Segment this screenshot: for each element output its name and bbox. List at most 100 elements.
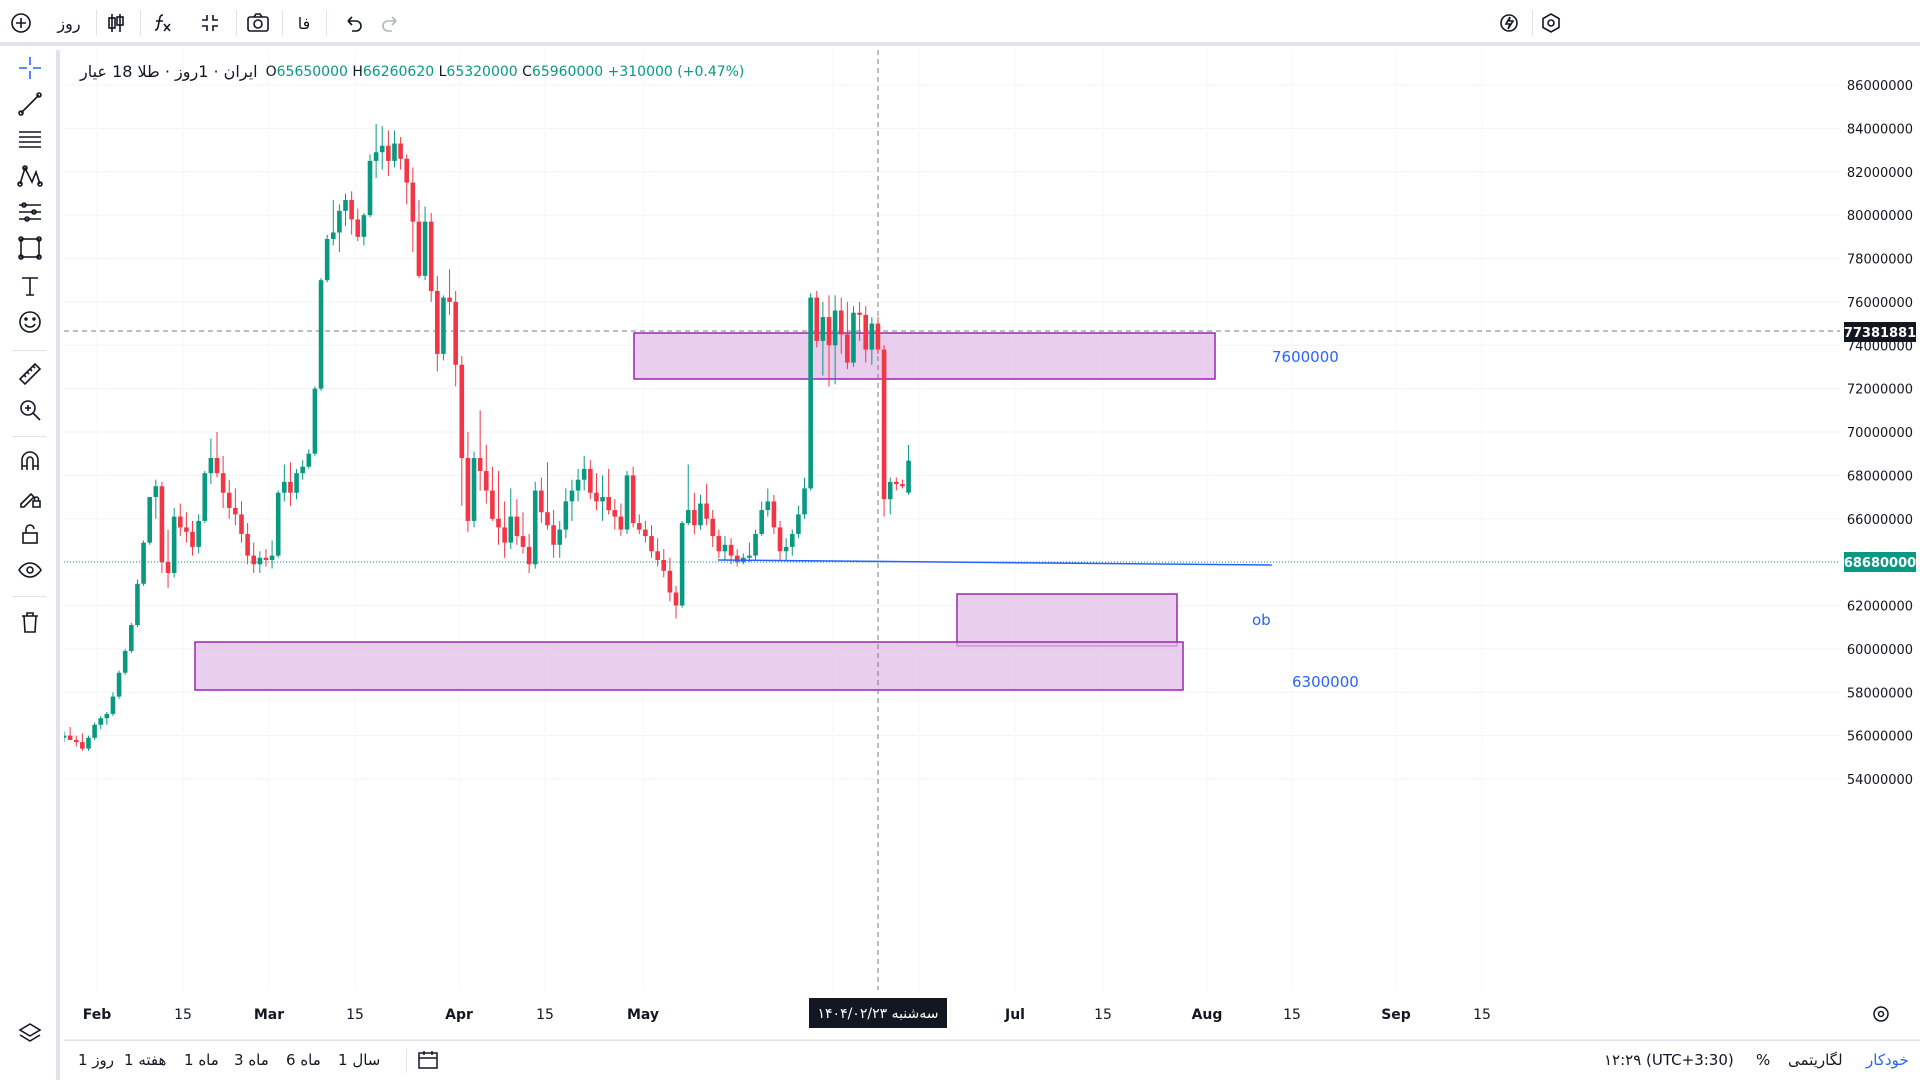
eye-icon[interactable] bbox=[14, 554, 46, 586]
range-1w[interactable]: 1 هفته bbox=[124, 1051, 167, 1069]
upper-supply-zone[interactable] bbox=[633, 332, 1216, 380]
price-tick-label: 56000000 bbox=[1847, 730, 1913, 745]
time-tick-label: Sep bbox=[1381, 1007, 1411, 1023]
range-1m[interactable]: 1 ماه bbox=[184, 1051, 219, 1069]
unlock-icon[interactable] bbox=[14, 518, 46, 550]
divider bbox=[282, 10, 283, 36]
auto-toggle[interactable]: خودکار bbox=[1866, 1051, 1909, 1069]
rectangle-icon[interactable] bbox=[14, 232, 46, 264]
percent-toggle[interactable]: % bbox=[1756, 1051, 1771, 1069]
interval-button[interactable]: روز bbox=[57, 13, 81, 33]
ob-label[interactable]: ob bbox=[1252, 611, 1271, 629]
candle-body bbox=[655, 551, 660, 560]
price-tick-label: 76000000 bbox=[1847, 296, 1913, 311]
candle bbox=[789, 529, 795, 556]
time-tick-label: May bbox=[627, 1007, 659, 1023]
fib-icon[interactable] bbox=[14, 124, 46, 156]
candle bbox=[502, 501, 507, 558]
trash-icon[interactable] bbox=[14, 606, 46, 638]
forecast-icon[interactable] bbox=[14, 196, 46, 228]
upper-zone-label[interactable]: 7600000 bbox=[1272, 348, 1339, 366]
trendline-icon[interactable] bbox=[14, 88, 46, 120]
zoom-icon[interactable] bbox=[14, 394, 46, 426]
indicator-label[interactable]: فا bbox=[297, 13, 311, 33]
crosshair-icon[interactable] bbox=[14, 52, 46, 84]
candle-body bbox=[245, 533, 250, 556]
crosshair-date-tag: سه‌شنبه ۱۴۰۴/۰۲/۲۳ bbox=[809, 998, 947, 1028]
candle bbox=[636, 514, 642, 534]
candle-body bbox=[881, 349, 887, 500]
text-icon[interactable] bbox=[14, 270, 46, 302]
lock-draw-icon[interactable] bbox=[14, 482, 46, 514]
candle-body bbox=[177, 516, 183, 528]
redo-icon[interactable] bbox=[376, 8, 406, 38]
clock-time[interactable]: ۱۲:۲۹ (UTC+3:30) bbox=[1604, 1051, 1734, 1069]
candle-body bbox=[838, 310, 844, 335]
price-scale[interactable]: 86000000 84000000 82000000 80000000 78000000… bbox=[1847, 79, 1913, 788]
layers-icon[interactable] bbox=[14, 1018, 46, 1050]
candle bbox=[532, 481, 538, 569]
undo-icon[interactable] bbox=[338, 8, 368, 38]
range-6m[interactable]: 6 ماه bbox=[286, 1051, 321, 1069]
candle-body bbox=[86, 737, 91, 749]
candle-body bbox=[753, 533, 758, 556]
price-chart[interactable]: 7600000 ob 6300000 86000000 84000000 82000… bbox=[64, 50, 1920, 1040]
horizontal-trend-line[interactable] bbox=[717, 559, 1273, 566]
candle-body bbox=[471, 458, 477, 521]
candle-body bbox=[116, 672, 122, 697]
calendar-icon[interactable] bbox=[416, 1049, 440, 1075]
candle bbox=[851, 306, 856, 367]
candle bbox=[330, 199, 336, 246]
time-tick-label: Feb bbox=[83, 1007, 112, 1023]
plus-circle-icon[interactable] bbox=[6, 8, 36, 38]
divider bbox=[1532, 10, 1533, 36]
candle-body bbox=[802, 488, 807, 515]
compare-icon[interactable] bbox=[194, 8, 226, 38]
time-settings-icon[interactable] bbox=[1873, 1006, 1889, 1022]
candlestick-series bbox=[64, 124, 911, 751]
lightning-icon[interactable] bbox=[1494, 8, 1524, 38]
candle bbox=[86, 735, 91, 751]
time-scale[interactable]: Feb15Mar15Apr15MayJun15Jul15Aug15Sep15 bbox=[83, 1007, 1491, 1023]
pattern-icon[interactable] bbox=[14, 160, 46, 192]
time-tick-label: 15 bbox=[1283, 1007, 1301, 1023]
candle-body bbox=[845, 334, 850, 363]
emoji-icon[interactable] bbox=[14, 306, 46, 338]
candle bbox=[171, 507, 177, 578]
candle bbox=[594, 473, 599, 511]
candle bbox=[404, 154, 410, 205]
candle bbox=[508, 488, 514, 550]
lower-demand-zone[interactable] bbox=[194, 641, 1184, 691]
time-tick-label: 15 bbox=[1473, 1007, 1491, 1023]
candle bbox=[655, 538, 660, 567]
price-tick-label: 62000000 bbox=[1847, 600, 1913, 615]
fx-icon[interactable] bbox=[146, 8, 178, 38]
magnet-icon[interactable] bbox=[14, 446, 46, 478]
candle bbox=[214, 432, 220, 478]
ruler-icon[interactable] bbox=[14, 358, 46, 390]
settings-icon[interactable] bbox=[1536, 8, 1566, 38]
lower-zone-label[interactable]: 6300000 bbox=[1292, 673, 1359, 691]
time-tick-label: 15 bbox=[536, 1007, 554, 1023]
candle bbox=[379, 126, 385, 170]
candle bbox=[153, 479, 159, 519]
candle bbox=[465, 432, 471, 532]
candle bbox=[269, 540, 275, 569]
price-tick-label: 58000000 bbox=[1847, 686, 1913, 701]
candle-body bbox=[141, 542, 146, 584]
camera-icon[interactable] bbox=[242, 8, 274, 38]
candle bbox=[551, 510, 556, 558]
candle-body bbox=[777, 527, 783, 552]
candle bbox=[557, 520, 563, 558]
log-toggle[interactable]: لگاریتمی bbox=[1788, 1051, 1843, 1069]
order-block-zone[interactable] bbox=[956, 593, 1178, 647]
symbol-title[interactable]: ایران · 1روز · طلا 18 عیار bbox=[80, 62, 258, 81]
range-1y[interactable]: 1 سال bbox=[338, 1051, 381, 1069]
candle-body bbox=[288, 481, 293, 493]
candles-icon[interactable] bbox=[100, 8, 132, 38]
divider bbox=[326, 10, 327, 36]
range-3m[interactable]: 3 ماه bbox=[234, 1051, 269, 1069]
candle-body bbox=[747, 555, 752, 558]
candle bbox=[251, 542, 257, 573]
range-1d[interactable]: 1 روز bbox=[78, 1051, 115, 1069]
